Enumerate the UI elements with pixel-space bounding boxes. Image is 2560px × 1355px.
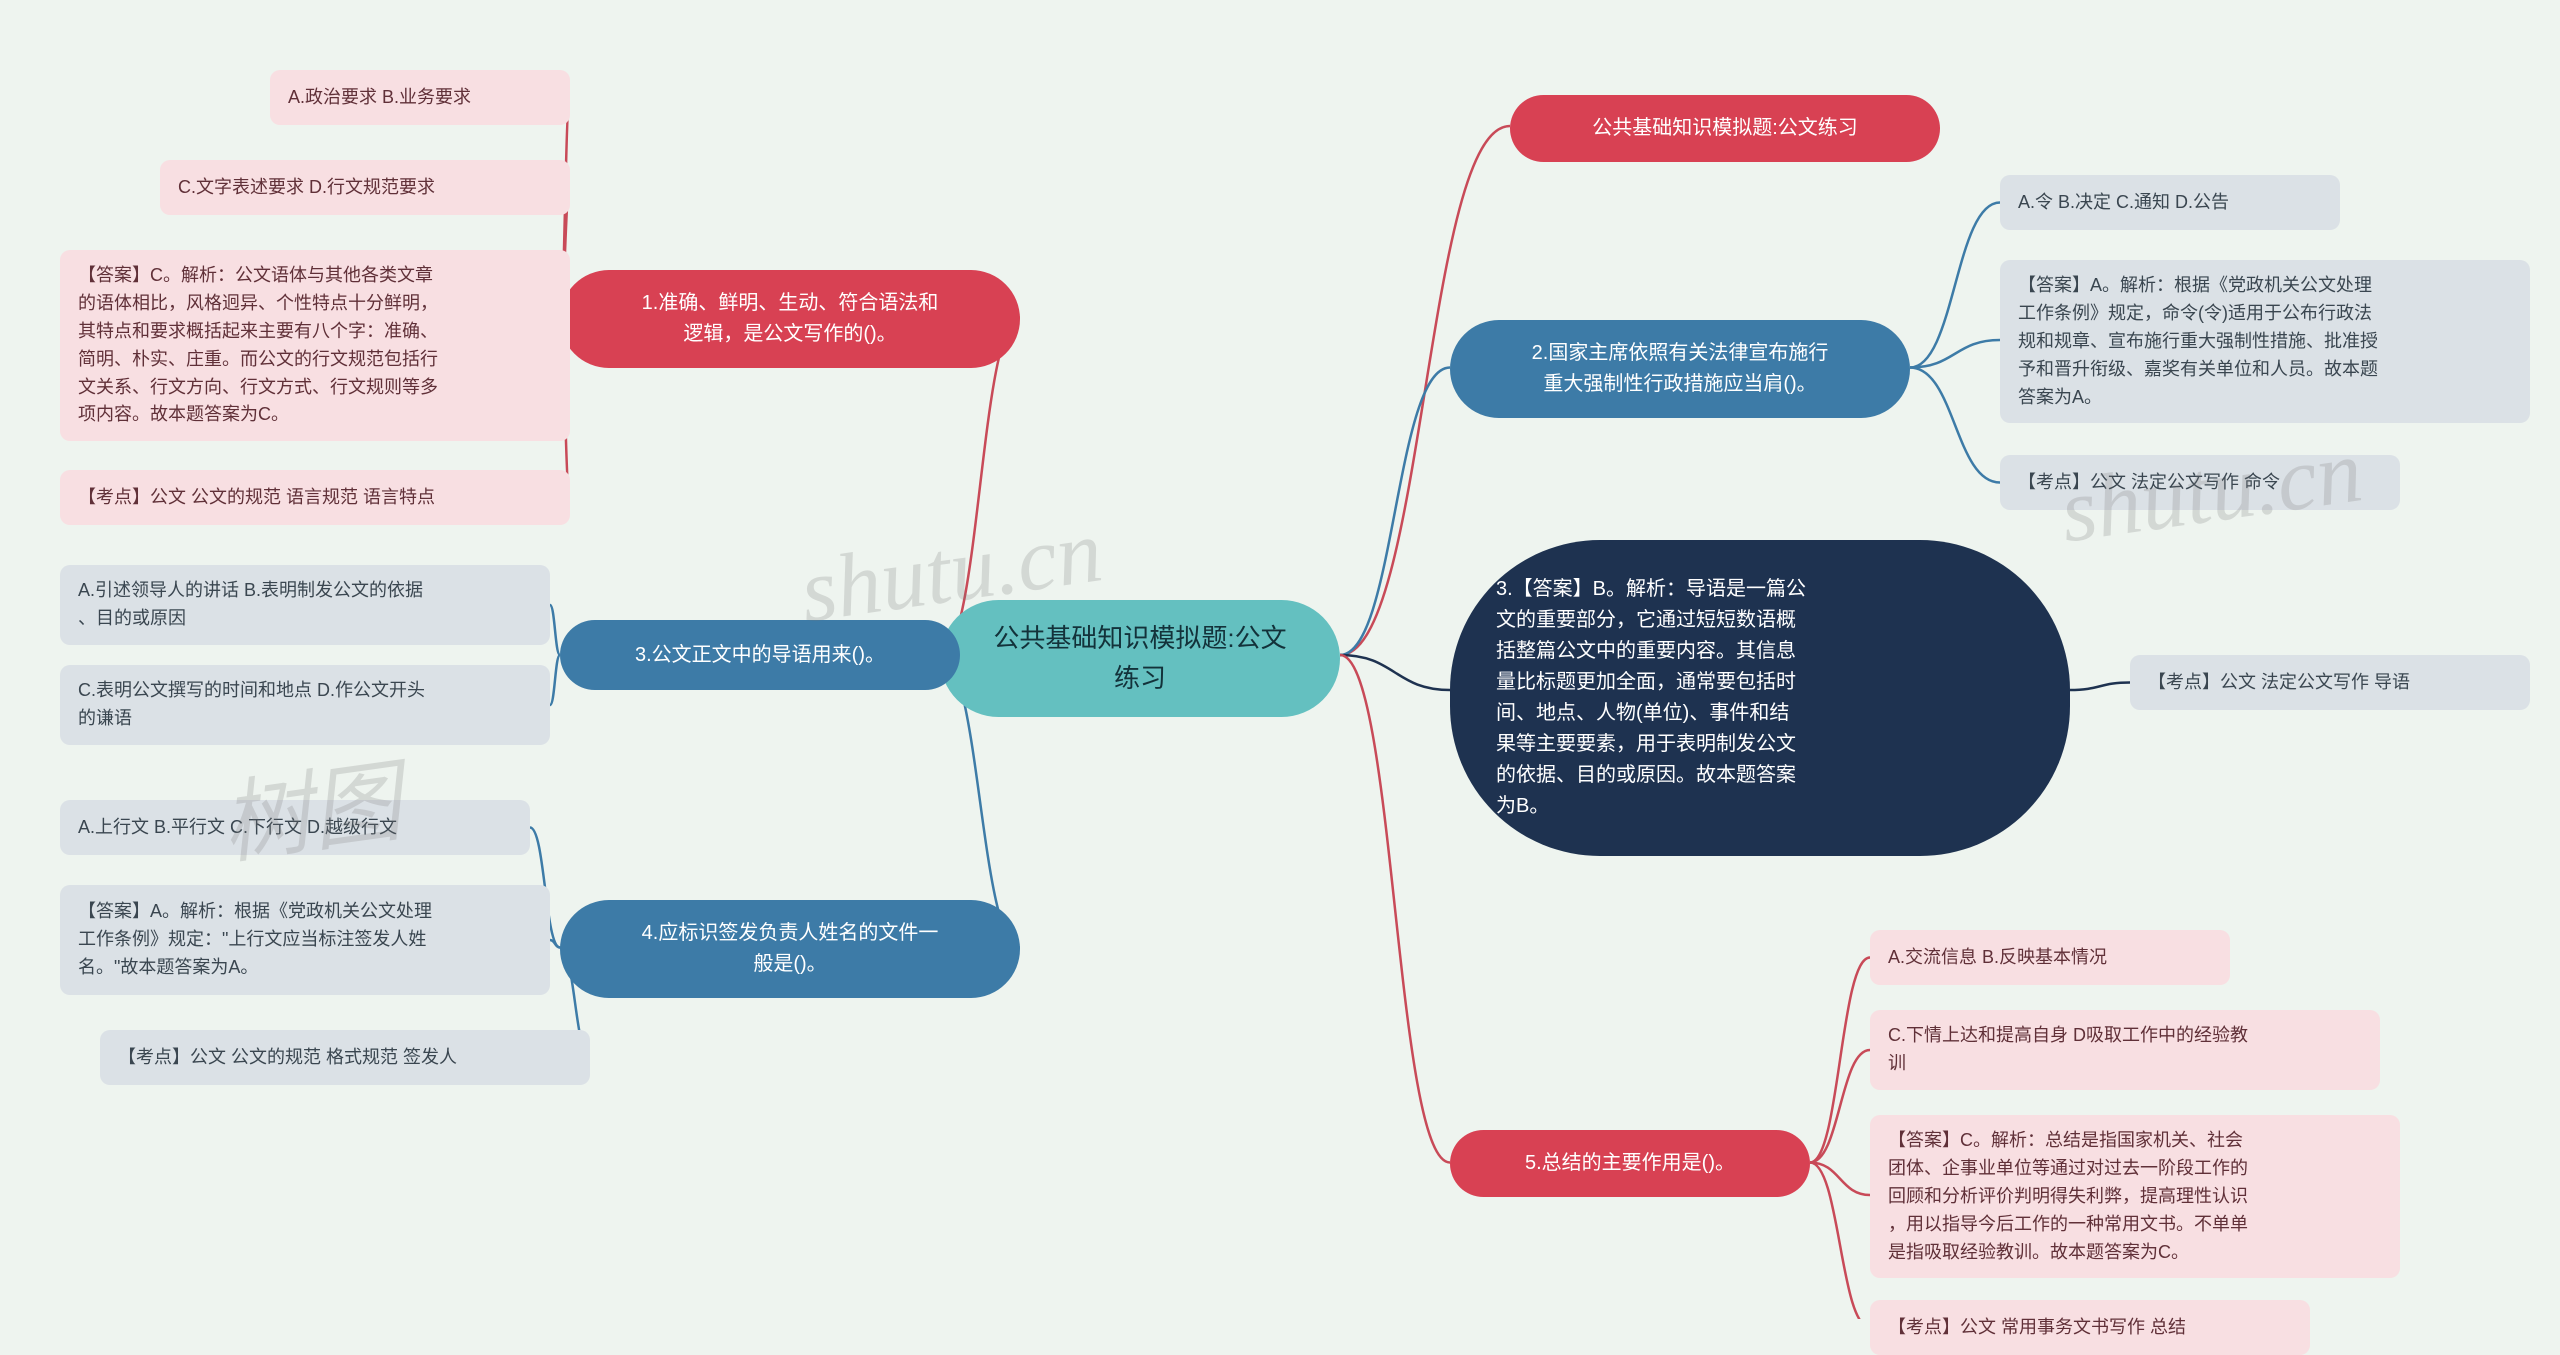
leaf-q3-1-label: C.表明公文撰写的时间和地点 D.作公文开头 的谦语 — [78, 677, 425, 733]
leaf-q1-2: 【答案】C。解析：公文语体与其他各类文章 的语体相比，风格迥异、个性特点十分鲜明… — [60, 250, 570, 441]
leaf-q5-1-label: C.下情上达和提高自身 D吸取工作中的经验教 训 — [1888, 1022, 2248, 1078]
root-node: 公共基础知识模拟题:公文 练习 — [940, 600, 1340, 717]
leaf-q1-0-label: A.政治要求 B.业务要求 — [288, 84, 471, 112]
leaf-q5-0-label: A.交流信息 B.反映基本情况 — [1888, 944, 2107, 972]
branch-q2-label: 2.国家主席依照有关法律宣布施行 重大强制性行政措施应当肩()。 — [1532, 338, 1829, 400]
branch-q5-label: 5.总结的主要作用是()。 — [1525, 1148, 1735, 1179]
branch-a3: 3.【答案】B。解析：导语是一篇公 文的重要部分，它通过短短数语概 括整篇公文中… — [1450, 540, 2070, 856]
leaf-q5-3: 【考点】公文 常用事务文书写作 总结 — [1870, 1300, 2310, 1355]
branch-q4: 4.应标识签发负责人姓名的文件一 般是()。 — [560, 900, 1020, 998]
branch-title-right: 公共基础知识模拟题:公文练习 — [1510, 95, 1940, 162]
branch-q4-label: 4.应标识签发负责人姓名的文件一 般是()。 — [642, 918, 939, 980]
leaf-q4-1-label: 【答案】A。解析：根据《党政机关公文处理 工作条例》规定："上行文应当标注签发人… — [78, 898, 432, 982]
branch-q1-label: 1.准确、鲜明、生动、符合语法和 逻辑，是公文写作的()。 — [642, 288, 939, 350]
leaf-q3-1: C.表明公文撰写的时间和地点 D.作公文开头 的谦语 — [60, 665, 550, 745]
root-node-label: 公共基础知识模拟题:公文 练习 — [993, 618, 1286, 699]
leaf-q1-1: C.文字表述要求 D.行文规范要求 — [160, 160, 570, 215]
leaf-q5-1: C.下情上达和提高自身 D吸取工作中的经验教 训 — [1870, 1010, 2380, 1090]
leaf-q4-1: 【答案】A。解析：根据《党政机关公文处理 工作条例》规定："上行文应当标注签发人… — [60, 885, 550, 995]
leaf-q2-1: 【答案】A。解析：根据《党政机关公文处理 工作条例》规定，命令(令)适用于公布行… — [2000, 260, 2530, 423]
leaf-q1-3-label: 【考点】公文 公文的规范 语言规范 语言特点 — [78, 484, 435, 512]
branch-q5: 5.总结的主要作用是()。 — [1450, 1130, 1810, 1197]
leaf-q1-0: A.政治要求 B.业务要求 — [270, 70, 570, 125]
branch-q1: 1.准确、鲜明、生动、符合语法和 逻辑，是公文写作的()。 — [560, 270, 1020, 368]
branch-q3-label: 3.公文正文中的导语用来()。 — [635, 640, 885, 671]
leaf-q1-3: 【考点】公文 公文的规范 语言规范 语言特点 — [60, 470, 570, 525]
leaf-q2-0-label: A.令 B.决定 C.通知 D.公告 — [2018, 189, 2229, 217]
leaf-q3-0-label: A.引述领导人的讲话 B.表明制发公文的依据 、目的或原因 — [78, 577, 423, 633]
leaf-q4-0: A.上行文 B.平行文 C.下行文 D.越级行文 — [60, 800, 530, 855]
leaf-q3-0: A.引述领导人的讲话 B.表明制发公文的依据 、目的或原因 — [60, 565, 550, 645]
branch-q2: 2.国家主席依照有关法律宣布施行 重大强制性行政措施应当肩()。 — [1450, 320, 1910, 418]
leaf-q2-0: A.令 B.决定 C.通知 D.公告 — [2000, 175, 2340, 230]
branch-title-right-label: 公共基础知识模拟题:公文练习 — [1592, 113, 1858, 144]
branch-q3: 3.公文正文中的导语用来()。 — [560, 620, 960, 690]
leaf-q4-2-label: 【考点】公文 公文的规范 格式规范 签发人 — [118, 1044, 457, 1072]
branch-a3-label: 3.【答案】B。解析：导语是一篇公 文的重要部分，它通过短短数语概 括整篇公文中… — [1496, 574, 1806, 822]
leaf-q2-2-label: 【考点】公文 法定公文写作 命令 — [2018, 469, 2280, 497]
leaf-q2-1-label: 【答案】A。解析：根据《党政机关公文处理 工作条例》规定，命令(令)适用于公布行… — [2018, 272, 2378, 411]
leaf-q5-2-label: 【答案】C。解析：总结是指国家机关、社会 团体、企事业单位等通过对过去一阶段工作… — [1888, 1127, 2248, 1266]
leaf-q4-2: 【考点】公文 公文的规范 格式规范 签发人 — [100, 1030, 590, 1085]
leaf-q2-2: 【考点】公文 法定公文写作 命令 — [2000, 455, 2400, 510]
leaf-a3-0: 【考点】公文 法定公文写作 导语 — [2130, 655, 2530, 710]
leaf-a3-0-label: 【考点】公文 法定公文写作 导语 — [2148, 669, 2410, 697]
leaf-q5-0: A.交流信息 B.反映基本情况 — [1870, 930, 2230, 985]
leaf-q1-1-label: C.文字表述要求 D.行文规范要求 — [178, 174, 435, 202]
leaf-q1-2-label: 【答案】C。解析：公文语体与其他各类文章 的语体相比，风格迥异、个性特点十分鲜明… — [78, 262, 438, 429]
leaf-q4-0-label: A.上行文 B.平行文 C.下行文 D.越级行文 — [78, 814, 397, 842]
leaf-q5-3-label: 【考点】公文 常用事务文书写作 总结 — [1888, 1314, 2186, 1342]
leaf-q5-2: 【答案】C。解析：总结是指国家机关、社会 团体、企事业单位等通过对过去一阶段工作… — [1870, 1115, 2400, 1278]
